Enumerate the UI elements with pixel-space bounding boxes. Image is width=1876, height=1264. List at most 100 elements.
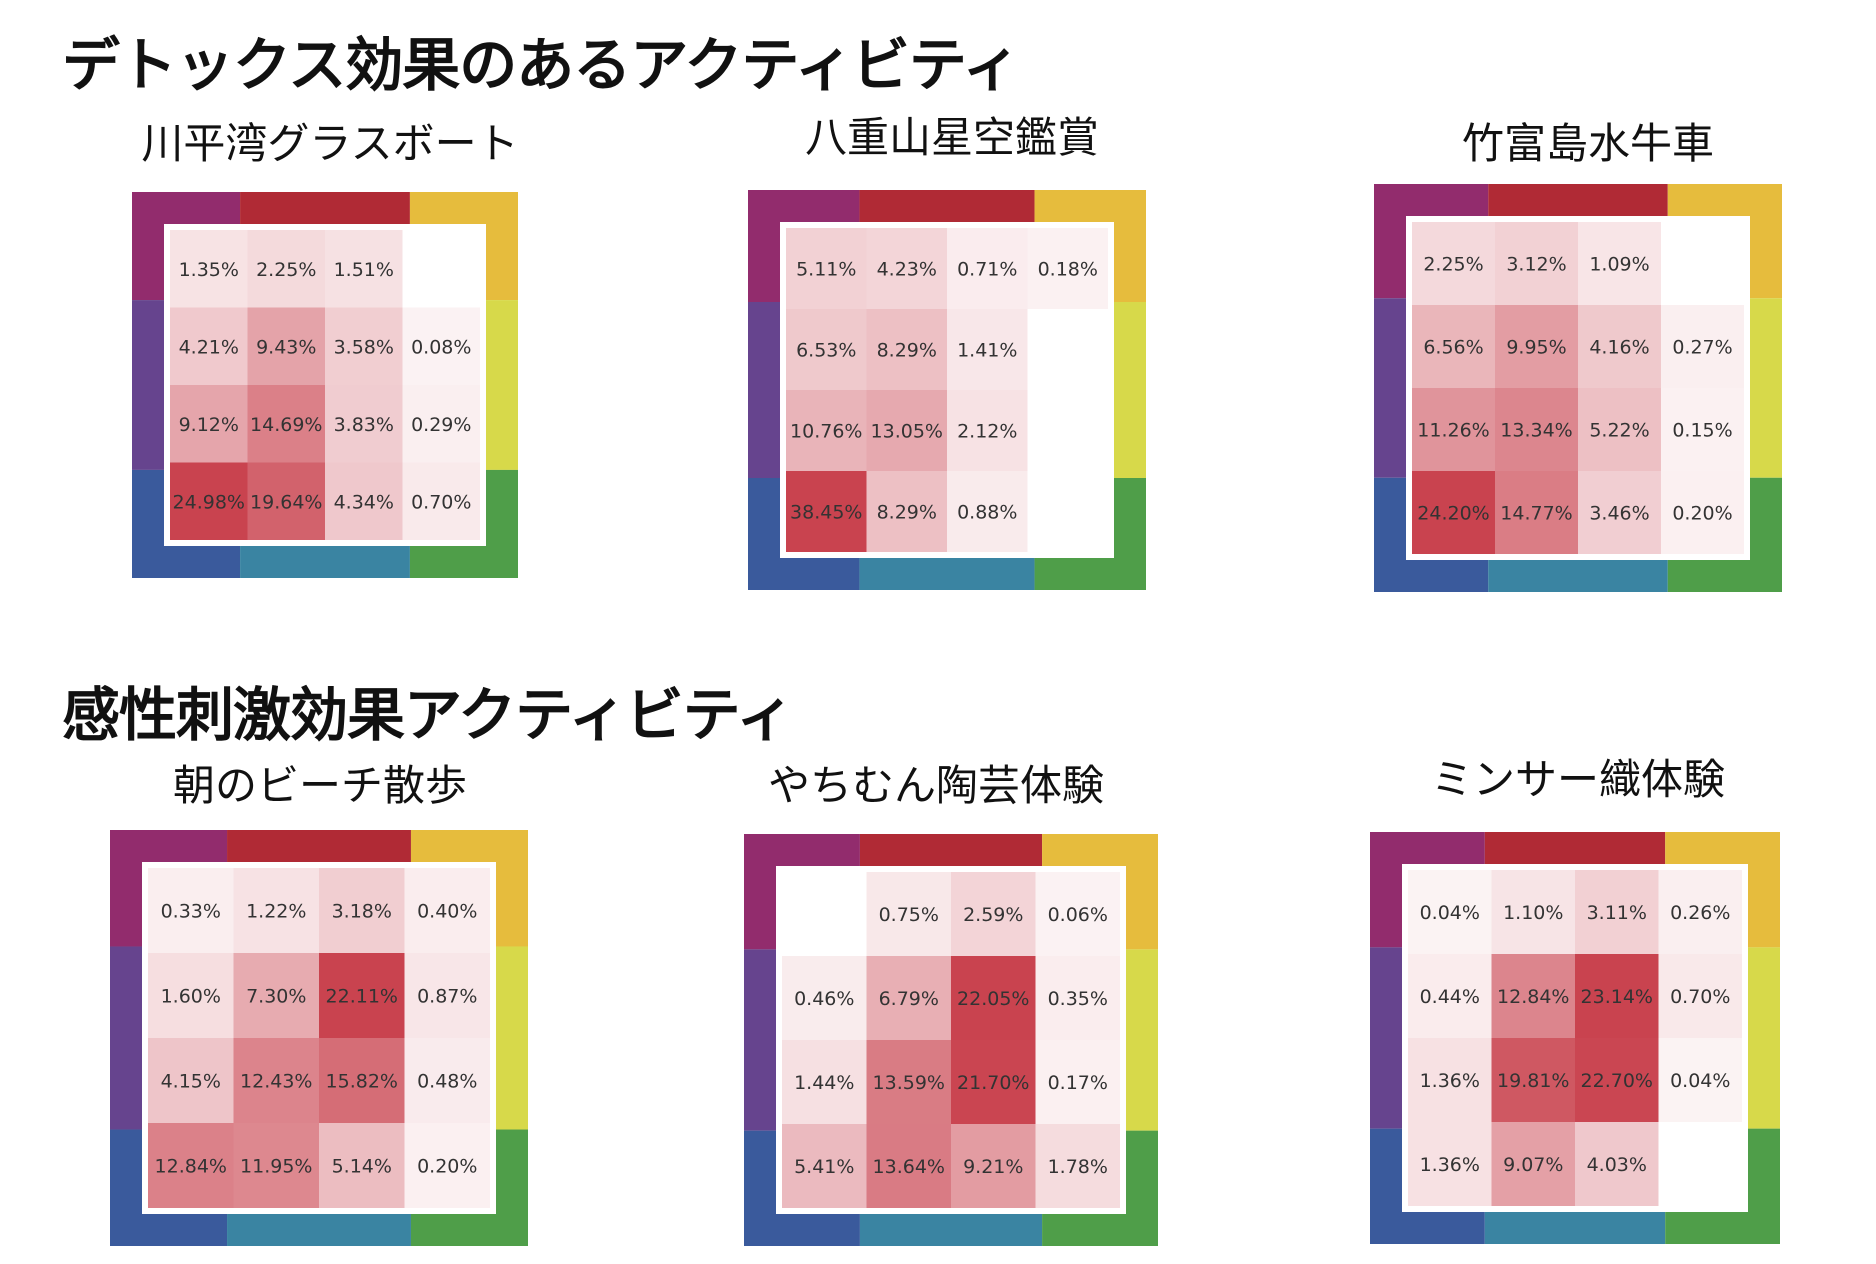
cell-value-label: 4.16% bbox=[1589, 337, 1649, 359]
heatmap-cells: 0.75% 2.59% 0.06% 0.46% 6.79% 22.05% 0.35% 1.44… bbox=[782, 872, 1120, 1208]
color-frame bbox=[1374, 184, 1782, 592]
heatmap-cell bbox=[951, 872, 1036, 956]
heatmap-cell bbox=[148, 1038, 234, 1123]
heatmap-cell bbox=[247, 385, 325, 463]
heatmap-cell bbox=[148, 1123, 234, 1208]
heatmap-cell bbox=[1027, 471, 1108, 552]
heatmap-cell bbox=[233, 953, 319, 1038]
cell-value-label: 1.41% bbox=[957, 340, 1017, 362]
cell-value-label: 9.95% bbox=[1506, 337, 1566, 359]
heatmap-cell bbox=[233, 1123, 319, 1208]
heatmap-cell bbox=[947, 471, 1028, 552]
heatmap-cell bbox=[1495, 305, 1578, 388]
heatmap-cell bbox=[402, 307, 480, 385]
heatmap-cell bbox=[325, 385, 403, 463]
heatmap-cell bbox=[1575, 954, 1659, 1038]
heatmap-cell bbox=[247, 462, 325, 540]
heatmap-cell bbox=[1658, 1122, 1742, 1206]
frame-segment bbox=[110, 830, 142, 947]
heatmap-yachimun: 0.75% 2.59% 0.06% 0.46% 6.79% 22.05% 0.35% 1.44… bbox=[744, 834, 1158, 1246]
heatmap-cell bbox=[947, 390, 1028, 471]
heatmap-cell bbox=[1412, 471, 1495, 554]
cell-value-label: 14.77% bbox=[1500, 503, 1572, 525]
frame-segment bbox=[1667, 184, 1782, 216]
heatmap-cell bbox=[951, 1040, 1036, 1124]
frame-segment bbox=[748, 190, 780, 302]
heatmap-cell bbox=[786, 471, 867, 552]
frame-segment bbox=[1114, 302, 1146, 478]
heatmap-cell bbox=[1578, 222, 1661, 305]
heatmap-cell bbox=[782, 956, 867, 1040]
cell-value-label: 0.04% bbox=[1420, 902, 1480, 924]
heatmap-cell bbox=[404, 953, 490, 1038]
heatmap-water-buffalo: 2.25% 3.12% 1.09% 6.56% 9.95% 4.16% 0.27% 11.26… bbox=[1374, 184, 1782, 592]
heatmap-cell bbox=[319, 1038, 405, 1123]
frame-segment bbox=[1488, 560, 1668, 592]
heatmap-cell bbox=[319, 1123, 405, 1208]
cell-value-label: 13.34% bbox=[1500, 420, 1572, 442]
heatmap-cells: 1.35% 2.25% 1.51% 4.21% 9.43% 3.58% 0.08% 9.12%… bbox=[170, 230, 480, 540]
cell-value-label: 0.46% bbox=[794, 988, 854, 1010]
cell-value-label: 21.70% bbox=[957, 1072, 1029, 1094]
heatmap-cell bbox=[247, 230, 325, 308]
frame-segment bbox=[1665, 832, 1780, 864]
frame-segment bbox=[1370, 832, 1402, 948]
heatmap-cell bbox=[866, 1040, 951, 1124]
heatmap-cell bbox=[319, 953, 405, 1038]
cell-value-label: 4.23% bbox=[877, 259, 937, 281]
frame-segment bbox=[859, 558, 1035, 590]
cell-value-label: 3.12% bbox=[1506, 254, 1566, 276]
heatmap-cell bbox=[947, 309, 1028, 390]
frame-segment bbox=[744, 949, 776, 1131]
cell-value-label: 0.20% bbox=[1672, 503, 1732, 525]
heatmap-cell bbox=[1661, 388, 1744, 471]
heatmap-cells: 2.25% 3.12% 1.09% 6.56% 9.95% 4.16% 0.27% 11.26… bbox=[1412, 222, 1744, 554]
heatmap-cell bbox=[866, 872, 951, 956]
heatmap-cell bbox=[1035, 1124, 1120, 1208]
heatmap-cell bbox=[1491, 1038, 1575, 1122]
frame-segment bbox=[132, 192, 164, 301]
heatmap-cell bbox=[1495, 222, 1578, 305]
cell-value-label: 9.07% bbox=[1503, 1154, 1563, 1176]
heatmap-cell bbox=[325, 307, 403, 385]
heatmap-minsa: 0.04% 1.10% 3.11% 0.26% 0.44% 12.84% 23.14% 0.7… bbox=[1370, 832, 1780, 1244]
frame-segment bbox=[496, 946, 528, 1130]
heatmap-cell bbox=[319, 868, 405, 953]
frame-segment bbox=[744, 834, 776, 950]
cell-value-label: 5.11% bbox=[796, 259, 856, 281]
heatmap-cell bbox=[1575, 1038, 1659, 1122]
heatmap-cell bbox=[1575, 870, 1659, 954]
cell-value-label: 5.22% bbox=[1589, 420, 1649, 442]
heatmap-cell bbox=[170, 230, 248, 308]
cell-value-label: 3.46% bbox=[1589, 503, 1649, 525]
cell-value-label: 0.44% bbox=[1420, 986, 1480, 1008]
cell-value-label: 22.05% bbox=[957, 988, 1029, 1010]
frame-segment bbox=[1374, 477, 1406, 592]
heatmap-cell bbox=[402, 462, 480, 540]
cell-value-label: 14.69% bbox=[250, 414, 322, 436]
cell-value-label: 1.22% bbox=[246, 901, 306, 923]
cell-value-label: 8.29% bbox=[877, 340, 937, 362]
frame-segment bbox=[227, 1214, 411, 1246]
cell-value-label: 15.82% bbox=[326, 1071, 398, 1093]
cell-value-label: 19.64% bbox=[250, 491, 322, 513]
frame-segment bbox=[1370, 1128, 1402, 1244]
cell-value-label: 0.27% bbox=[1672, 337, 1732, 359]
cell-value-label: 0.04% bbox=[1670, 1070, 1730, 1092]
heatmap-cell bbox=[1408, 1122, 1492, 1206]
frame-segment bbox=[240, 546, 410, 578]
cell-value-label: 3.83% bbox=[334, 414, 394, 436]
cell-value-label: 12.84% bbox=[1497, 986, 1569, 1008]
frame-segment bbox=[1488, 184, 1668, 216]
heatmap-cell bbox=[1578, 388, 1661, 471]
heatmap-cell bbox=[1661, 471, 1744, 554]
frame-segment bbox=[1042, 834, 1158, 866]
cell-value-label: 1.51% bbox=[334, 259, 394, 281]
frame-segment bbox=[1748, 947, 1780, 1129]
cell-value-label: 0.17% bbox=[1048, 1072, 1108, 1094]
cell-value-label: 1.60% bbox=[161, 986, 221, 1008]
heatmap-cell bbox=[1027, 390, 1108, 471]
heatmap-cell bbox=[1412, 222, 1495, 305]
cell-value-label: 23.14% bbox=[1581, 986, 1653, 1008]
cell-value-label: 0.06% bbox=[1048, 904, 1108, 926]
